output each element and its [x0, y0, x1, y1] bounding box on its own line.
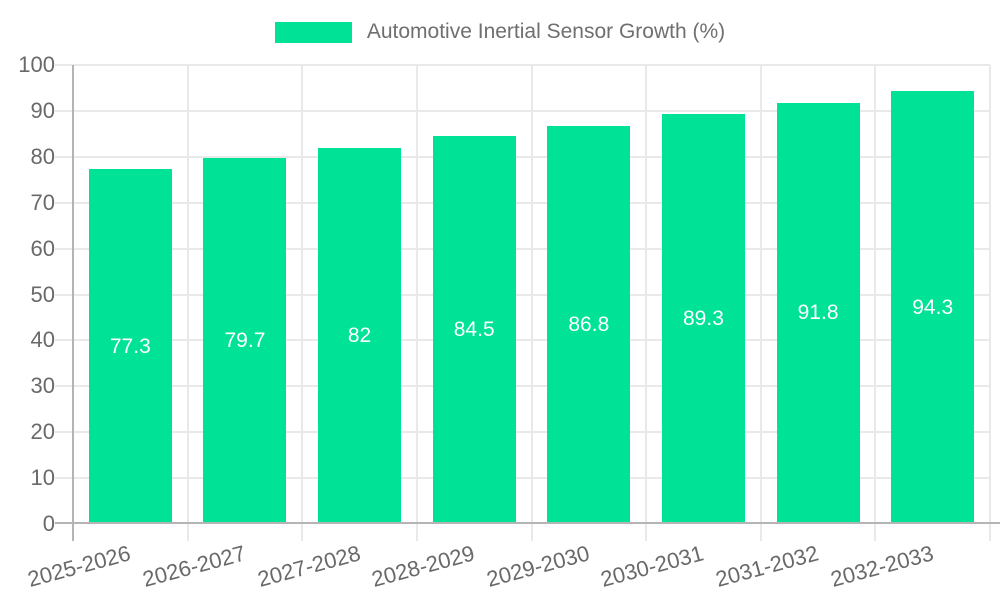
bar-2032-2033[interactable]: 94.3: [891, 91, 975, 524]
bar-2026-2027[interactable]: 79.7: [203, 158, 287, 524]
bar-value-label: 79.7: [224, 329, 266, 353]
v-gridline-5: [645, 65, 648, 541]
legend-swatch: [274, 21, 352, 43]
bar-2030-2031[interactable]: 89.3: [661, 114, 745, 524]
bar-2031-2032[interactable]: 91.8: [776, 102, 860, 524]
bar-2029-2030[interactable]: 86.8: [547, 125, 631, 524]
x-axis-line: [55, 522, 1000, 524]
y-tick-label-80: 80: [30, 143, 55, 169]
h-gridline-30: [55, 385, 990, 388]
y-tick-label-30: 30: [30, 373, 55, 399]
h-gridline-100: [55, 64, 990, 66]
v-gridline-1: [186, 65, 189, 541]
bar-2027-2028[interactable]: 82: [318, 147, 402, 524]
h-gridline-70: [55, 201, 990, 204]
bar-2025-2026[interactable]: 77.3: [88, 169, 172, 524]
h-gridline-90: [55, 109, 990, 112]
bar-value-label: 91.8: [797, 301, 839, 325]
bar-value-label: 77.3: [109, 334, 151, 358]
h-gridline-60: [55, 247, 990, 250]
h-gridline-20: [55, 431, 990, 434]
bar-value-label: 86.8: [568, 312, 610, 336]
v-gridline-2: [301, 65, 304, 541]
y-tick-label-50: 50: [30, 281, 55, 307]
h-gridline-40: [55, 339, 990, 342]
bar-value-label: 94.3: [912, 295, 954, 319]
v-gridline-4: [530, 65, 533, 541]
h-gridline-50: [55, 293, 990, 296]
bar-value-label: 84.5: [453, 318, 495, 342]
h-gridline-10: [55, 477, 990, 480]
bar-2028-2029[interactable]: 84.5: [432, 136, 516, 524]
y-tick-label-0: 0: [42, 511, 55, 536]
y-tick-label-70: 70: [30, 189, 55, 215]
y-axis-line: [72, 65, 74, 541]
h-gridline-80: [55, 155, 990, 158]
legend-label: Automotive Inertial Sensor Growth (%): [366, 20, 726, 43]
legend[interactable]: Automotive Inertial Sensor Growth (%): [0, 13, 1000, 51]
v-gridline-8: [989, 65, 991, 541]
y-tick-label-100: 100: [18, 52, 55, 77]
bar-value-label: 82: [347, 323, 372, 347]
bar-value-label: 89.3: [683, 307, 724, 331]
v-gridline-6: [759, 65, 762, 541]
plot-area: 77.3 79.7 82 84.5 86.8 89.3 91.8 94.3: [55, 64, 1000, 541]
y-tick-label-10: 10: [30, 465, 55, 491]
y-tick-label-40: 40: [30, 327, 55, 353]
y-tick-label-60: 60: [30, 235, 55, 261]
y-tick-label-90: 90: [30, 97, 55, 123]
v-gridline-7: [874, 65, 877, 541]
y-tick-label-20: 20: [30, 419, 55, 445]
v-gridline-3: [415, 65, 418, 541]
